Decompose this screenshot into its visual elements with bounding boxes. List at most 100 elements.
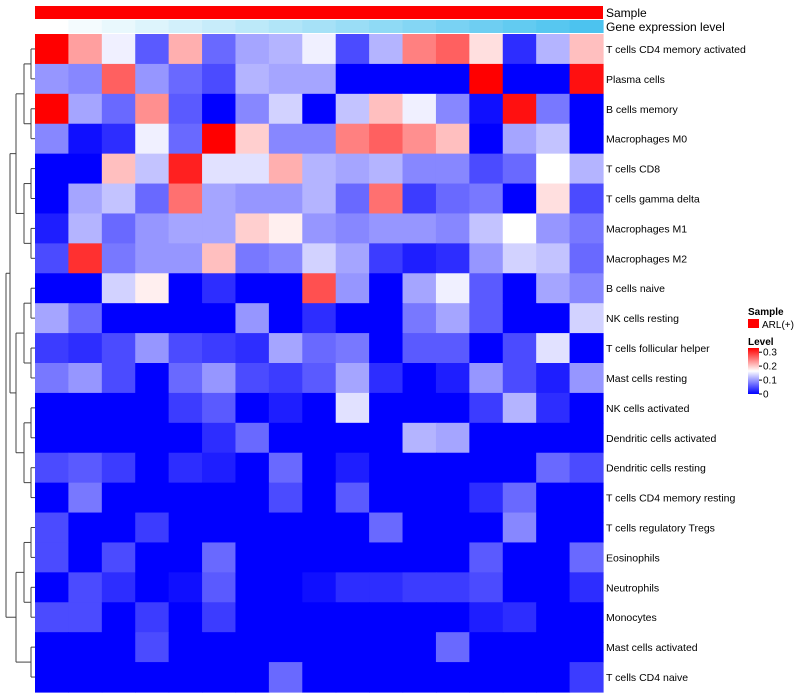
heatmap-cell [235,123,270,155]
heatmap-cell [569,452,604,484]
heatmap-cell [502,512,537,544]
heatmap-cell [268,34,303,65]
expression-annotation-cell [68,20,103,33]
legend-sample-item: ARL(+) [762,320,794,331]
heatmap-cell [369,63,404,95]
heatmap-cell [135,303,170,334]
heatmap-cell [369,602,404,633]
heatmap-cell [469,632,504,663]
heatmap-cell [536,303,571,334]
heatmap-cell [335,602,370,633]
heatmap-cell [35,303,70,334]
heatmap-cell [369,512,404,544]
heatmap-cell [469,572,504,603]
heatmap-cell [502,93,537,125]
heatmap-cell [502,572,537,603]
heatmap-cell [101,542,136,573]
heatmap-cell [569,213,604,244]
heatmap-cell [202,183,237,215]
heatmap-cell [402,183,437,215]
expression-annotation-cell [335,20,370,33]
heatmap-cell [135,123,170,155]
heatmap-cell [202,123,237,155]
heatmap-cell [335,213,370,244]
heatmap-cell [369,123,404,155]
heatmap-cell [35,363,70,394]
heatmap-cell [435,422,470,454]
heatmap-cell [369,662,404,693]
heatmap-cell [469,482,504,514]
expression-annotation-cell [168,20,203,33]
expression-annotation-cell [369,20,404,33]
expression-annotation-cell [435,20,470,33]
heatmap-cell [101,213,136,244]
heatmap-cell [335,34,370,65]
heatmap-cell [135,153,170,185]
heatmap-cell [536,512,571,544]
heatmap-cell [435,542,470,573]
heatmap-cell [536,213,571,244]
annotation-label-sample: Sample [606,6,647,20]
heatmap-cell [168,542,203,573]
heatmap-cell [369,482,404,514]
heatmap-cell [35,662,70,693]
heatmap-cell [235,243,270,274]
heatmap-cell [68,662,103,693]
heatmap-cell [335,183,370,215]
heatmap-cell [536,392,571,424]
heatmap-cell [569,632,604,663]
heatmap-cell [435,34,470,65]
heatmap-cell [435,63,470,95]
heatmap-cell [469,333,504,364]
heatmap-cell [502,63,537,95]
heatmap-cell [302,422,337,454]
heatmap-cell [569,512,604,544]
heatmap-cell [268,63,303,95]
heatmap-cell [536,273,571,304]
heatmap-cell [502,632,537,663]
heatmap-cell [101,153,136,185]
heatmap-cell [235,93,270,125]
heatmap-cell [135,452,170,484]
heatmap-cell [68,123,103,155]
heatmap-cell [469,34,504,65]
heatmap-cell [402,363,437,394]
heatmap-cell [402,632,437,663]
heatmap-cell [502,153,537,185]
heatmap-cell [369,93,404,125]
heatmap-cell [335,273,370,304]
heatmap-cell [68,273,103,304]
heatmap-cell [402,662,437,693]
heatmap-cell [502,542,537,573]
heatmap-cell [101,512,136,544]
heatmap-cell [435,183,470,215]
heatmap-cell [536,632,571,663]
expression-annotation-cell [402,20,437,33]
heatmap-cell [268,392,303,424]
heatmap-cell [502,213,537,244]
heatmap-cell [502,183,537,215]
heatmap-cell [135,93,170,125]
heatmap-cell [502,452,537,484]
heatmap-cell [469,63,504,95]
heatmap-cell [202,93,237,125]
heatmap-cell [469,153,504,185]
heatmap-cell [101,183,136,215]
heatmap-cell [268,363,303,394]
heatmap-cell [168,572,203,603]
heatmap-cell [168,422,203,454]
heatmap-cell [68,392,103,424]
heatmap-cell [268,572,303,603]
heatmap-cell [202,632,237,663]
heatmap-cell [302,632,337,663]
row-label: T cells CD4 memory resting [606,493,735,505]
heatmap-cell [68,34,103,65]
heatmap-cell [536,572,571,603]
heatmap-cell [369,452,404,484]
row-label: NK cells resting [606,313,679,325]
heatmap-cell [435,153,470,185]
heatmap-cell [101,273,136,304]
heatmap-cell [469,662,504,693]
heatmap-cell [569,602,604,633]
